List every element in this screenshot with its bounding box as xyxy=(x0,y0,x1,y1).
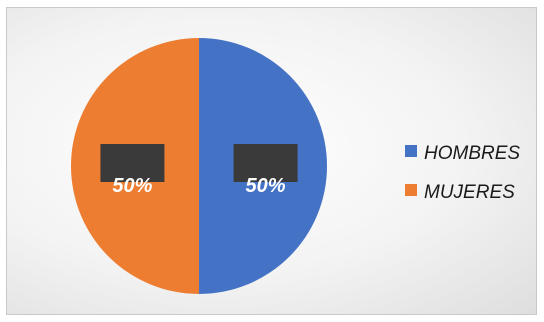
data-label-mujeres: 50% xyxy=(112,175,152,197)
legend-label-mujeres: MUJERES xyxy=(424,182,515,203)
legend-label-hombres: HOMBRES xyxy=(424,143,520,164)
legend: HOMBRES MUJERES xyxy=(405,143,520,203)
legend-swatch-mujeres xyxy=(405,184,417,196)
data-label-hombres: 50% xyxy=(246,175,286,197)
legend-swatch-hombres xyxy=(405,145,417,157)
